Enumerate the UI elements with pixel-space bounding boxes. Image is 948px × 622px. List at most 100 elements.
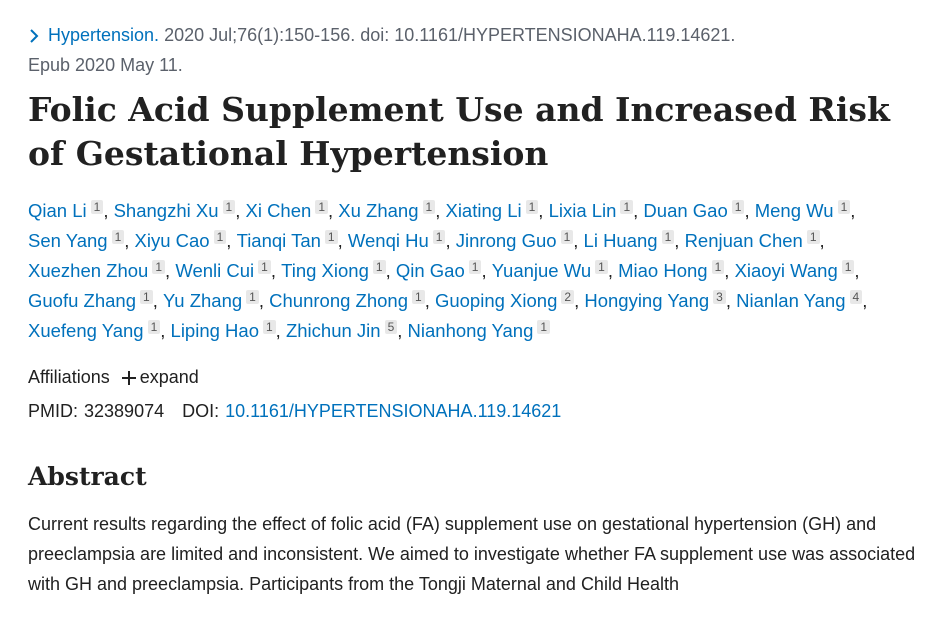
affiliation-ref[interactable]: 1: [525, 200, 539, 214]
affiliation-ref[interactable]: 1: [140, 290, 153, 304]
author-link[interactable]: Liping Hao: [170, 320, 259, 341]
author-link[interactable]: Wenli Cui: [175, 260, 255, 281]
author-link[interactable]: Qin Gao: [395, 260, 465, 281]
author: Xiating Li 1: [445, 200, 549, 221]
affiliation-ref[interactable]: 1: [422, 200, 436, 214]
author: Nianhong Yang 1: [408, 320, 551, 341]
author-link[interactable]: Li Huang: [583, 230, 658, 251]
affiliation-ref[interactable]: 1: [246, 290, 259, 304]
affiliation-ref[interactable]: 1: [324, 230, 338, 244]
author: Xuefeng Yang 1: [28, 320, 171, 341]
affiliation-ref[interactable]: 4: [849, 290, 863, 304]
author-link[interactable]: Xiyu Cao: [134, 230, 210, 251]
affiliation-ref[interactable]: 1: [262, 320, 276, 334]
affiliation-ref[interactable]: 1: [595, 260, 608, 274]
author-link[interactable]: Chunrong Zhong: [269, 290, 408, 311]
author-link[interactable]: Tianqi Tan: [236, 230, 321, 251]
author-link[interactable]: Guoping Xiong: [434, 290, 558, 311]
author-link[interactable]: Duan Gao: [643, 200, 728, 221]
affiliation-ref[interactable]: 1: [661, 230, 675, 244]
article: Hypertension. 2020 Jul;76(1):150-156. do…: [28, 25, 928, 594]
author: Sen Yang 1: [28, 230, 135, 251]
affiliation-ref[interactable]: 1: [315, 200, 328, 214]
author-link[interactable]: Qian Li: [28, 200, 87, 221]
author: Duan Gao 1: [643, 200, 755, 221]
affiliation-ref[interactable]: 1: [837, 200, 851, 214]
affiliation-ref[interactable]: 1: [372, 260, 386, 274]
author-link[interactable]: Xiaoyi Wang: [734, 260, 838, 281]
author: Wenli Cui 1: [175, 260, 281, 281]
author: Chunrong Zhong 1: [269, 290, 435, 311]
affiliation-ref[interactable]: 1: [432, 230, 446, 244]
affiliation-ref[interactable]: 1: [412, 290, 425, 304]
abstract-heading: Abstract: [28, 462, 147, 491]
affiliation-ref[interactable]: 1: [711, 260, 725, 274]
affiliation-ref[interactable]: 1: [258, 260, 271, 274]
author-link[interactable]: Guofu Zhang: [28, 290, 136, 311]
affiliation-ref[interactable]: 1: [152, 260, 166, 274]
affiliation-ref[interactable]: 1: [537, 320, 551, 334]
author: Miao Hong 1: [618, 260, 735, 281]
chevron-icon: [30, 29, 39, 43]
author: Renjuan Chen 1: [685, 230, 825, 251]
epub-date: Epub 2020 May 11.: [28, 55, 183, 75]
affiliation-ref[interactable]: 1: [468, 260, 482, 274]
author: Xi Chen 1: [245, 200, 338, 221]
author-link[interactable]: Xiating Li: [445, 200, 522, 221]
affiliation-ref[interactable]: 1: [806, 230, 820, 244]
author: Xuezhen Zhou 1: [28, 260, 175, 281]
abstract-text: Current results regarding the effect of …: [28, 514, 916, 594]
identifiers: PMID: 32389074 DOI: 10.1161/HYPERTENSIONAHA…: [28, 396, 928, 426]
affiliation-ref[interactable]: 1: [222, 200, 236, 214]
affiliation-ref[interactable]: 2: [561, 290, 575, 304]
affiliation-ref[interactable]: 1: [620, 200, 634, 214]
author-link[interactable]: Yu Zhang: [162, 290, 243, 311]
author-link[interactable]: Renjuan Chen: [684, 230, 803, 251]
author-link[interactable]: Nianhong Yang: [407, 320, 534, 341]
author: Yuanjue Wu 1: [492, 260, 618, 281]
affiliation-ref[interactable]: 3: [713, 290, 726, 304]
author-link[interactable]: Hongying Yang: [584, 290, 710, 311]
author-link[interactable]: Xu Zhang: [338, 200, 419, 221]
author-link[interactable]: Xi Chen: [245, 200, 312, 221]
author-link[interactable]: Jinrong Guo: [455, 230, 557, 251]
affiliation-ref[interactable]: 1: [90, 200, 104, 214]
author-link[interactable]: Miao Hong: [618, 260, 708, 281]
citation-details: 2020 Jul;76(1):150-156. doi: 10.1161/HYP…: [164, 25, 736, 45]
author-link[interactable]: Meng Wu: [754, 200, 834, 221]
author: Li Huang 1: [584, 230, 685, 251]
author: Wenqi Hu 1: [348, 230, 456, 251]
affiliation-ref[interactable]: 1: [213, 230, 227, 244]
author: Qian Li 1: [28, 200, 114, 221]
author: Zhichun Jin 5: [286, 320, 408, 341]
affiliation-ref[interactable]: 5: [384, 320, 398, 334]
affiliation-ref[interactable]: 1: [147, 320, 161, 334]
affiliation-ref[interactable]: 1: [111, 230, 125, 244]
author-link[interactable]: Xuefeng Yang: [28, 320, 144, 341]
author-link[interactable]: Xuezhen Zhou: [28, 260, 149, 281]
author-link[interactable]: Zhichun Jin: [285, 320, 381, 341]
affiliation-ref[interactable]: 1: [841, 260, 855, 274]
author-link[interactable]: Wenqi Hu: [347, 230, 429, 251]
author-link[interactable]: Nianlan Yang: [736, 290, 846, 311]
author: Xiyu Cao 1: [135, 230, 237, 251]
author-link[interactable]: Lixia Lin: [548, 200, 617, 221]
author: Tianqi Tan 1: [237, 230, 348, 251]
author: Nianlan Yang 4: [736, 290, 867, 311]
article-title: Folic Acid Supplement Use and Increased …: [28, 90, 890, 173]
author-link[interactable]: Yuanjue Wu: [491, 260, 592, 281]
author: Yu Zhang 1: [163, 290, 269, 311]
journal-link[interactable]: Hypertension.: [48, 25, 160, 45]
author-link[interactable]: Ting Xiong: [281, 260, 369, 281]
author-link[interactable]: Sen Yang: [28, 230, 108, 251]
author: Guofu Zhang 1: [28, 290, 163, 311]
expand-toggle[interactable]: expand: [139, 367, 199, 387]
author: Jinrong Guo 1: [456, 230, 584, 251]
affiliation-ref[interactable]: 1: [731, 200, 745, 214]
affiliation-ref[interactable]: 1: [560, 230, 574, 244]
author: Ting Xiong 1: [281, 260, 396, 281]
author-link[interactable]: Shangzhi Xu: [113, 200, 219, 221]
doi-link[interactable]: 10.1161/HYPERTENSIONAHA.119.14621: [225, 401, 562, 421]
author: Xu Zhang 1: [338, 200, 445, 221]
